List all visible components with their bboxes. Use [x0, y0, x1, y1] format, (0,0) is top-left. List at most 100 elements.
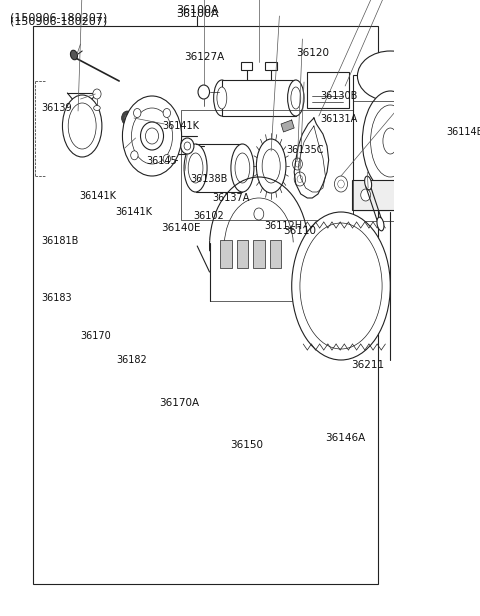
Circle shape — [181, 138, 194, 154]
Circle shape — [163, 108, 170, 118]
Ellipse shape — [446, 266, 480, 276]
Ellipse shape — [435, 233, 480, 363]
Ellipse shape — [444, 248, 480, 348]
Circle shape — [138, 119, 150, 133]
Circle shape — [127, 135, 139, 149]
Circle shape — [93, 89, 101, 99]
Text: 36138B: 36138B — [191, 174, 228, 184]
Circle shape — [141, 123, 146, 129]
Text: 36110: 36110 — [283, 226, 316, 236]
Bar — [181, 110, 353, 220]
Ellipse shape — [362, 91, 418, 191]
Text: 36112H: 36112H — [264, 221, 303, 231]
Ellipse shape — [446, 310, 480, 320]
Circle shape — [338, 180, 344, 188]
Text: 36211: 36211 — [351, 360, 384, 370]
Text: 36170: 36170 — [81, 331, 111, 341]
Text: 36137A: 36137A — [212, 193, 250, 203]
Ellipse shape — [122, 96, 181, 176]
Text: 36102: 36102 — [193, 211, 224, 221]
Ellipse shape — [68, 103, 96, 149]
Ellipse shape — [214, 80, 230, 116]
Bar — [352, 180, 431, 210]
Text: 36140E: 36140E — [161, 223, 201, 233]
Ellipse shape — [184, 144, 207, 192]
Bar — [353, 101, 429, 221]
Ellipse shape — [140, 141, 148, 155]
Text: 36145: 36145 — [146, 156, 177, 166]
Bar — [253, 240, 264, 268]
Ellipse shape — [62, 95, 102, 157]
Text: 36170A: 36170A — [159, 398, 199, 408]
Text: 36181B: 36181B — [41, 236, 78, 246]
Text: 36130B: 36130B — [321, 91, 358, 101]
Ellipse shape — [446, 277, 480, 287]
Circle shape — [292, 158, 302, 170]
Ellipse shape — [300, 223, 382, 349]
Ellipse shape — [440, 134, 451, 140]
Circle shape — [141, 122, 164, 150]
Ellipse shape — [448, 243, 480, 257]
Ellipse shape — [132, 108, 173, 164]
Polygon shape — [281, 120, 294, 132]
Ellipse shape — [94, 105, 100, 110]
Ellipse shape — [365, 176, 372, 190]
Bar — [237, 240, 248, 268]
Text: 36139: 36139 — [41, 103, 72, 113]
Circle shape — [198, 85, 210, 99]
Circle shape — [335, 176, 348, 192]
Circle shape — [131, 139, 135, 145]
Text: (150906-180207): (150906-180207) — [10, 16, 107, 26]
Circle shape — [163, 155, 170, 163]
Bar — [307, 72, 349, 108]
Text: (150906-180207): (150906-180207) — [10, 12, 107, 22]
Text: 36141K: 36141K — [79, 191, 116, 201]
Ellipse shape — [136, 136, 151, 160]
Ellipse shape — [383, 128, 398, 154]
Circle shape — [361, 189, 371, 201]
Bar — [33, 26, 378, 584]
Text: 36100A: 36100A — [176, 9, 218, 19]
Circle shape — [133, 108, 141, 118]
Ellipse shape — [235, 153, 250, 183]
Bar — [353, 75, 427, 210]
Text: 36120: 36120 — [296, 48, 329, 58]
Ellipse shape — [256, 139, 286, 193]
Text: 36131A: 36131A — [321, 114, 358, 124]
Circle shape — [295, 161, 300, 167]
Ellipse shape — [446, 321, 480, 331]
Circle shape — [254, 208, 264, 220]
Bar — [222, 80, 296, 116]
Ellipse shape — [288, 80, 304, 116]
Ellipse shape — [358, 51, 423, 101]
Circle shape — [184, 142, 191, 150]
Text: 36135C: 36135C — [286, 145, 324, 155]
Text: 36146A: 36146A — [325, 433, 365, 443]
Ellipse shape — [292, 212, 390, 360]
Circle shape — [294, 172, 306, 186]
Bar — [270, 240, 281, 268]
Bar — [220, 240, 232, 268]
Ellipse shape — [446, 288, 480, 298]
Ellipse shape — [291, 87, 301, 109]
Ellipse shape — [231, 144, 254, 192]
Text: 36150: 36150 — [230, 440, 263, 450]
Circle shape — [131, 151, 138, 160]
Text: 36127A: 36127A — [184, 52, 224, 62]
Circle shape — [121, 111, 133, 125]
Ellipse shape — [188, 153, 203, 183]
Bar — [265, 62, 277, 70]
Ellipse shape — [371, 105, 410, 177]
Ellipse shape — [217, 87, 227, 109]
Text: 36141K: 36141K — [163, 121, 200, 131]
Ellipse shape — [377, 217, 384, 231]
Ellipse shape — [262, 149, 280, 183]
Text: 36100A: 36100A — [176, 5, 218, 15]
Ellipse shape — [71, 51, 77, 60]
Bar — [241, 62, 252, 70]
Text: 36183: 36183 — [41, 293, 72, 303]
Circle shape — [297, 176, 303, 182]
Ellipse shape — [446, 299, 480, 309]
Text: 36114E: 36114E — [446, 127, 480, 137]
Circle shape — [145, 128, 158, 144]
